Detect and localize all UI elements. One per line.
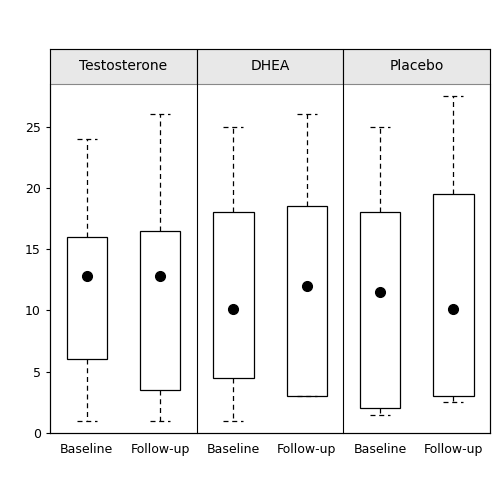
PathPatch shape <box>360 213 400 408</box>
PathPatch shape <box>213 213 254 378</box>
PathPatch shape <box>433 194 474 396</box>
Text: Testosterone: Testosterone <box>80 60 168 73</box>
PathPatch shape <box>140 231 180 390</box>
Text: DHEA: DHEA <box>250 60 290 73</box>
Text: Placebo: Placebo <box>390 60 444 73</box>
PathPatch shape <box>286 206 327 396</box>
PathPatch shape <box>66 237 107 360</box>
